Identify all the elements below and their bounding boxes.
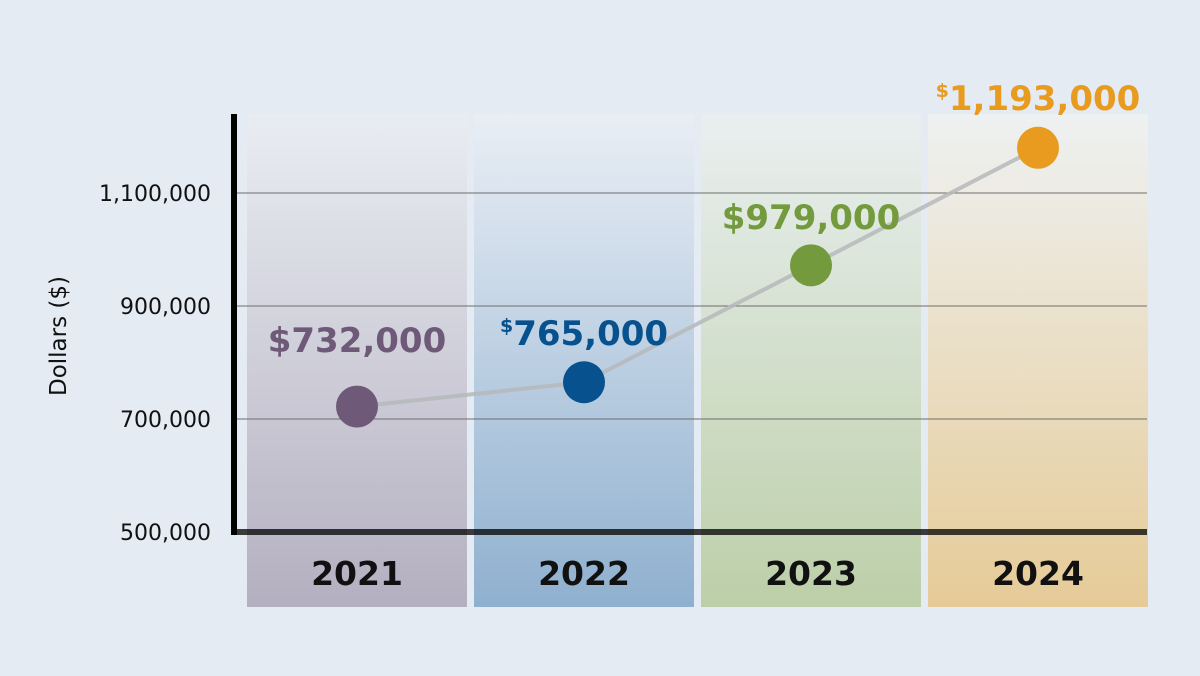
data-label-2023: $979,000 bbox=[722, 198, 901, 238]
x-tick-2022: 2022 bbox=[538, 554, 630, 593]
data-points bbox=[336, 126, 1059, 428]
point-2022 bbox=[563, 361, 605, 404]
year-bands bbox=[247, 114, 1148, 607]
x-tick-2023: 2023 bbox=[765, 554, 857, 593]
data-label-2022: $765,000 bbox=[500, 314, 668, 354]
axes bbox=[231, 114, 1147, 535]
series-line bbox=[356, 146, 1039, 409]
y-tick-labels: 500,000 700,000 900,000 1,100,000 bbox=[99, 182, 211, 546]
x-tick-labels: 2021 2022 2023 2024 bbox=[311, 554, 1084, 593]
band-2023 bbox=[701, 114, 921, 607]
band-2024 bbox=[928, 114, 1148, 607]
band-2022 bbox=[474, 114, 694, 607]
point-2024 bbox=[1017, 126, 1059, 169]
y-tick-1100000: 1,100,000 bbox=[99, 182, 211, 207]
band-2021 bbox=[247, 114, 467, 607]
x-tick-2024: 2024 bbox=[992, 554, 1084, 593]
series-polyline bbox=[356, 146, 1039, 409]
y-tick-900000: 900,000 bbox=[120, 295, 211, 320]
point-2023 bbox=[790, 244, 832, 287]
y-tick-500000: 500,000 bbox=[120, 521, 211, 546]
y-axis-label: Dollars ($) bbox=[46, 276, 72, 396]
data-labels: $732,000 $765,000 $979,000 $1,193,000 bbox=[268, 79, 1141, 361]
data-label-2024: $1,193,000 bbox=[936, 79, 1141, 119]
x-tick-2021: 2021 bbox=[311, 554, 403, 593]
data-label-2021: $732,000 bbox=[268, 321, 447, 361]
point-2021 bbox=[336, 385, 378, 428]
grid-lines bbox=[234, 192, 1147, 420]
y-tick-700000: 700,000 bbox=[120, 408, 211, 433]
